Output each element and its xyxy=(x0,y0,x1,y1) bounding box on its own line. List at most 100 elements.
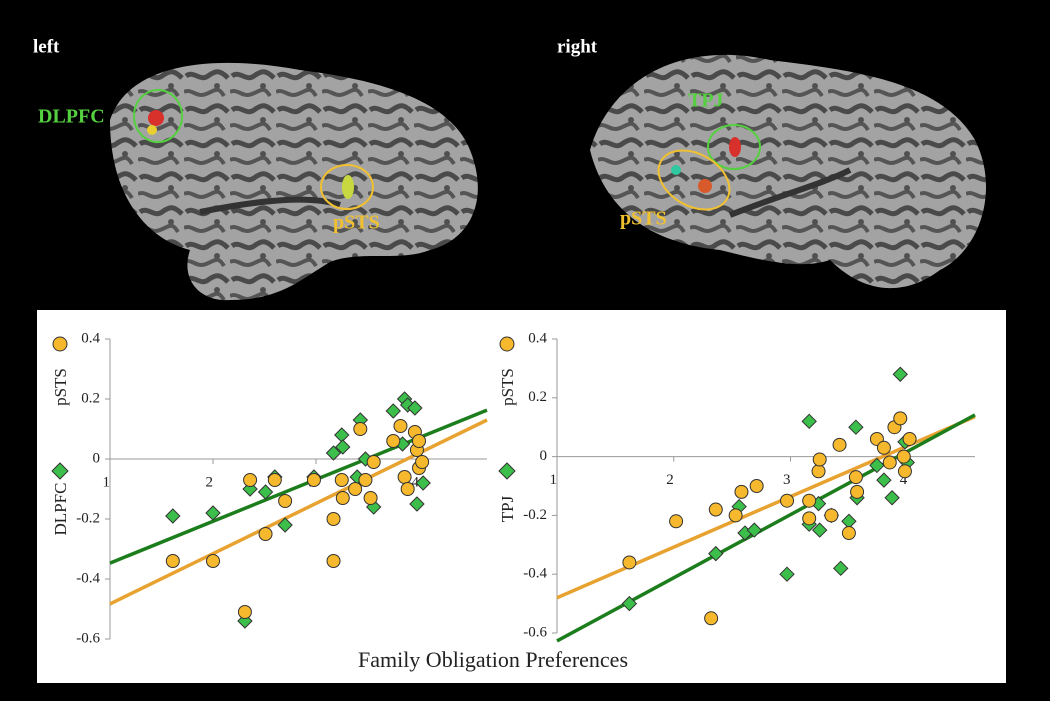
point xyxy=(779,566,795,582)
point xyxy=(335,439,351,455)
sulcus xyxy=(728,167,852,218)
point xyxy=(811,464,826,479)
point xyxy=(397,470,412,484)
point xyxy=(258,527,273,541)
point xyxy=(257,484,274,500)
point xyxy=(326,554,341,568)
y-tick-label: 0 xyxy=(93,450,101,466)
y-axis-label: pSTS xyxy=(498,368,517,406)
x-axis-label: Family Obligation Preferences xyxy=(358,647,628,672)
roi-circle xyxy=(133,89,183,143)
region-label: pSTS xyxy=(333,212,380,234)
y-tick-label: -0.6 xyxy=(523,624,547,640)
x-tick-label: 2 xyxy=(666,472,674,488)
point xyxy=(812,452,827,467)
region-label: DLPFC xyxy=(38,106,105,128)
point xyxy=(385,403,401,419)
point xyxy=(802,493,817,508)
point xyxy=(876,440,891,455)
activation xyxy=(698,179,712,193)
point xyxy=(832,437,847,452)
point xyxy=(704,611,719,626)
y-tick-label: 0 xyxy=(540,448,548,464)
y-tick-label: -0.2 xyxy=(523,507,547,523)
point xyxy=(824,508,839,523)
y-tick-label: 0.4 xyxy=(528,330,547,346)
region-label: TPJ xyxy=(688,90,724,112)
y-axis-label: pSTS xyxy=(51,368,70,406)
point xyxy=(393,419,408,433)
point xyxy=(622,555,637,570)
legend-marker xyxy=(498,462,516,480)
point xyxy=(306,473,321,487)
point xyxy=(399,397,416,413)
point xyxy=(363,491,378,505)
y-tick-label: 0.2 xyxy=(81,390,100,406)
point xyxy=(708,502,723,517)
point xyxy=(896,449,911,464)
activation xyxy=(148,110,164,126)
y-tick-label: -0.2 xyxy=(76,510,100,526)
y-tick-label: 0.4 xyxy=(81,330,100,346)
point xyxy=(882,455,897,470)
y-tick-label: -0.6 xyxy=(76,630,100,646)
point xyxy=(897,464,912,479)
point xyxy=(412,434,427,448)
point xyxy=(621,595,638,612)
point xyxy=(278,494,293,508)
point xyxy=(353,422,368,436)
point xyxy=(869,457,885,474)
point xyxy=(277,517,293,533)
point xyxy=(267,473,282,487)
point xyxy=(358,473,373,487)
point xyxy=(892,366,908,382)
point xyxy=(780,493,795,508)
legend-marker xyxy=(51,462,69,480)
point xyxy=(243,473,258,487)
x-tick-label: 2 xyxy=(206,474,214,490)
activation xyxy=(671,165,681,175)
activation xyxy=(342,175,354,199)
region-label: pSTS xyxy=(620,208,667,230)
point xyxy=(386,434,401,448)
point xyxy=(902,431,917,446)
point xyxy=(335,491,350,505)
y-axis-label: TPJ xyxy=(498,495,517,522)
point xyxy=(409,496,425,512)
brain-left xyxy=(110,62,478,301)
point xyxy=(366,455,381,469)
point xyxy=(708,545,724,562)
point xyxy=(206,554,221,568)
x-tick-label: 1 xyxy=(550,472,558,488)
y-axis-label: DLPFC xyxy=(51,483,70,536)
point xyxy=(801,413,817,430)
point xyxy=(348,482,363,496)
point xyxy=(841,526,856,541)
activation xyxy=(729,137,741,157)
activation xyxy=(147,125,157,135)
point xyxy=(669,514,684,529)
brain-right xyxy=(590,54,987,289)
point xyxy=(876,472,892,488)
point xyxy=(833,560,849,577)
point xyxy=(326,512,341,526)
y-tick-label: -0.4 xyxy=(76,570,100,586)
point xyxy=(749,479,764,493)
y-tick-label: -0.4 xyxy=(523,566,547,582)
point xyxy=(205,505,221,521)
point xyxy=(893,411,908,426)
point xyxy=(407,400,423,416)
legend-marker xyxy=(52,336,68,352)
legend-marker xyxy=(499,336,515,352)
point xyxy=(848,419,864,435)
point xyxy=(165,508,181,524)
point xyxy=(415,475,431,491)
point xyxy=(802,511,817,526)
point xyxy=(415,455,430,469)
roi-circle xyxy=(320,164,374,210)
x-tick-label: 1 xyxy=(103,474,111,490)
point xyxy=(812,522,828,538)
fit-line xyxy=(109,418,488,606)
